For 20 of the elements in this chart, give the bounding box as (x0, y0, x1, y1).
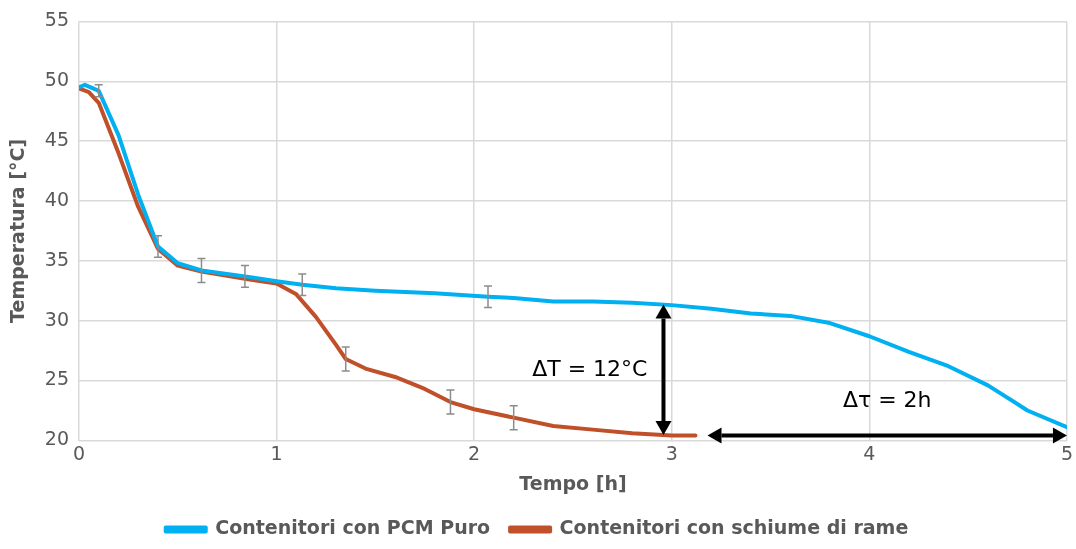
y-axis-title: Temperatura [°C] (6, 138, 29, 323)
x-tick-label: 2 (468, 441, 481, 464)
legend-label: Contenitori con PCM Puro (215, 516, 491, 539)
x-axis-title: Tempo [h] (519, 471, 627, 494)
x-tick-label: 1 (270, 441, 283, 464)
y-tick-label: 35 (44, 247, 69, 270)
annotation: Δτ = 2h (842, 387, 932, 413)
x-tick-label: 3 (665, 441, 678, 464)
x-tick-label: 5 (1060, 441, 1073, 464)
y-tick-label: 20 (44, 427, 69, 450)
annotation: ΔT = 12°C (532, 355, 648, 381)
x-tick-label: 0 (72, 441, 86, 464)
y-tick-label: 30 (44, 307, 69, 330)
y-tick-label: 40 (44, 187, 69, 210)
y-tick-label: 45 (44, 128, 69, 151)
y-tick-label: 25 (44, 367, 69, 390)
legend-label: Contenitori con schiume di rame (559, 516, 909, 539)
y-tick-label: 55 (44, 8, 69, 31)
y-tick-label: 50 (44, 68, 69, 91)
x-tick-label: 4 (863, 441, 876, 464)
